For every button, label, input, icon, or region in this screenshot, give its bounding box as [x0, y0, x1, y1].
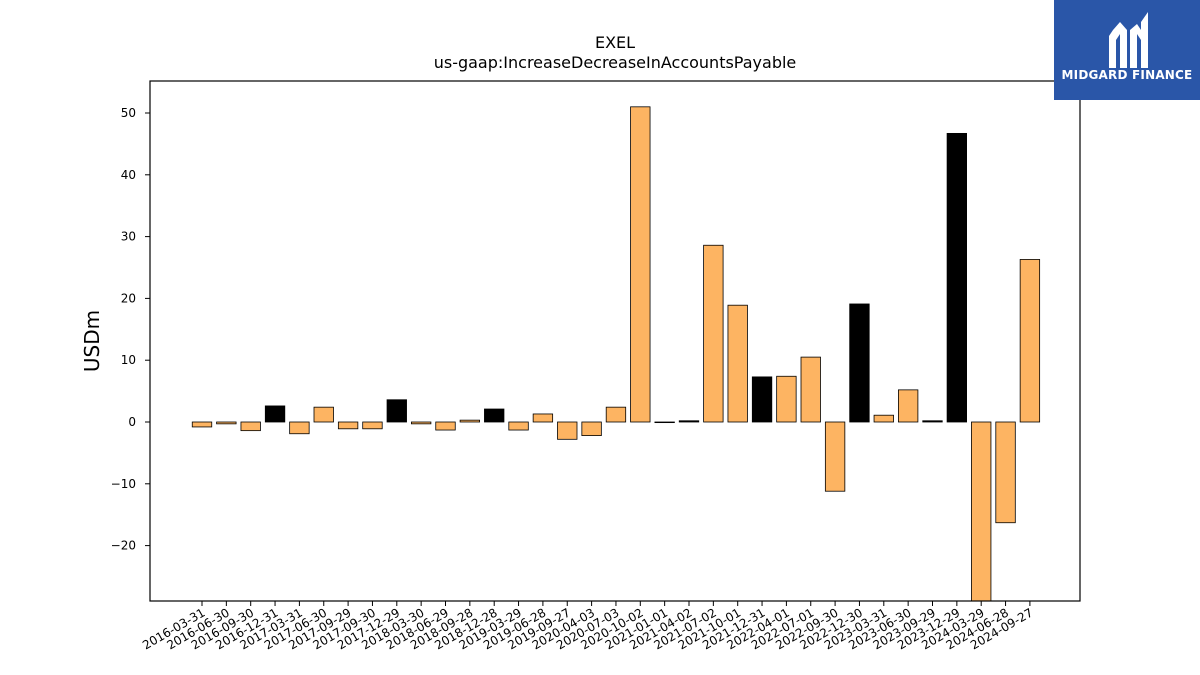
brand-name: MIDGARD FINANCE [1061, 68, 1193, 82]
brand-logo: MIDGARD FINANCE [1054, 0, 1200, 100]
bar-2020-04-03 [581, 421, 602, 436]
bar-2016-12-31 [264, 405, 286, 423]
bar-2022-07-01 [800, 356, 821, 423]
bar-2021-04-02 [678, 420, 700, 423]
bar-2017-06-30 [313, 406, 334, 423]
bar-series [191, 106, 1041, 602]
y-tick-label: 0 [128, 415, 136, 429]
bar-2019-03-29 [508, 421, 529, 431]
bar-2018-12-28 [484, 408, 505, 423]
bar-2022-09-30 [824, 421, 846, 492]
bar-2018-06-29 [435, 421, 456, 431]
midgard-logo-icon [1109, 12, 1148, 68]
y-tick-label: 20 [121, 291, 136, 305]
y-tick-label: 10 [121, 353, 136, 367]
chart-subtitle: us-gaap:IncreaseDecreaseInAccountsPayabl… [434, 53, 797, 72]
y-tick-label: 50 [121, 106, 136, 120]
bar-2024-06-28 [995, 421, 1016, 524]
bar-2020-07-03 [605, 406, 627, 423]
bar-2019-09-27 [557, 421, 578, 440]
bar-2022-04-01 [776, 375, 797, 423]
bar-2022-12-30 [849, 303, 870, 423]
bar-2021-10-01 [727, 304, 748, 423]
bar-2016-03-31 [191, 421, 213, 428]
bar-2023-06-30 [898, 389, 919, 423]
bar-2017-09-30 [362, 421, 383, 430]
x-axis-ticks: 2016-03-312016-06-302016-09-302016-12-31… [140, 601, 1035, 652]
bar-2018-09-28 [459, 419, 481, 423]
bar-2016-06-30 [216, 421, 237, 425]
bar-2018-03-30 [410, 421, 432, 425]
bar-2021-07-02 [703, 244, 724, 423]
bar-2016-09-30 [240, 421, 261, 432]
plot-area-frame [149, 80, 1081, 602]
y-tick-label: −10 [111, 477, 136, 491]
bar-2017-03-31 [289, 421, 310, 435]
y-tick-label: −20 [111, 539, 136, 553]
bar-2019-06-28 [532, 413, 554, 423]
bar-2020-10-02 [630, 106, 651, 423]
bar-2021-01-01 [654, 421, 675, 424]
bar-2023-03-31 [873, 414, 894, 423]
y-axis-label: USDm [80, 310, 104, 372]
bar-2017-09-29 [337, 421, 359, 430]
bar-2021-12-31 [751, 376, 773, 423]
y-tick-label: 30 [121, 230, 136, 244]
bar-2023-09-29 [922, 420, 943, 423]
y-axis-ticks: −20 −10 0 10 20 30 40 50 [111, 106, 150, 553]
bar-2024-09-27 [1019, 259, 1041, 423]
bar-2023-12-29 [946, 132, 967, 423]
bar-2017-12-29 [386, 399, 407, 423]
bar-2024-03-29 [971, 421, 992, 602]
chart-title: EXEL [595, 33, 635, 52]
y-tick-label: 40 [121, 168, 136, 182]
